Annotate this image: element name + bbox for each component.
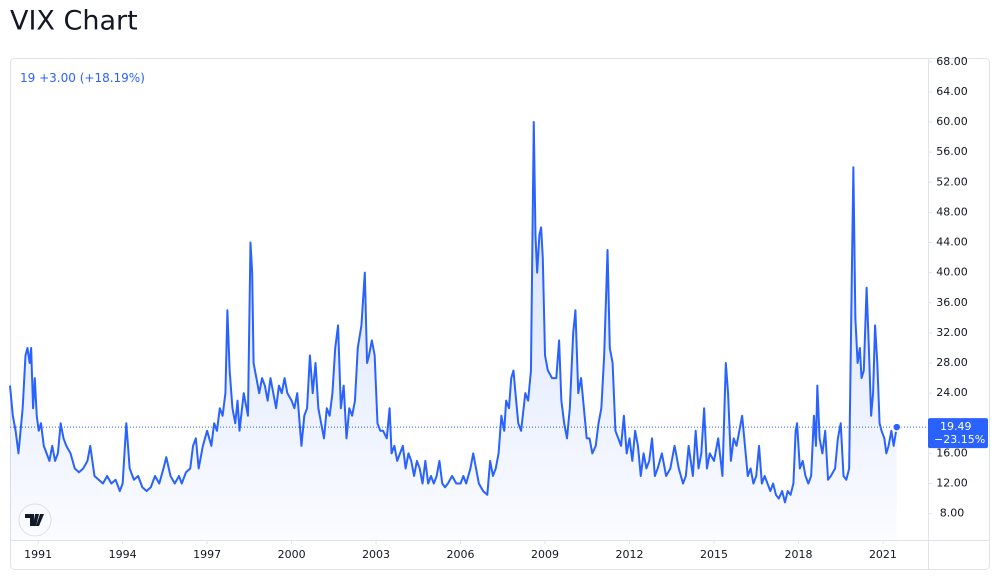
y-tick-label: 56.00 [936,145,968,158]
y-tick-label: 48.00 [936,205,968,218]
x-tick-label: 2000 [278,548,306,561]
price-tag-change: −23.15% [934,433,985,446]
x-tick-label: 2018 [784,548,812,561]
x-tick-label: 2003 [362,548,390,561]
y-tick-label: 68.00 [936,55,968,68]
y-tick-label: 64.00 [936,85,968,98]
legend-last: 19 [20,71,35,85]
y-tick-label: 60.00 [936,115,968,128]
legend-change: +3.00 [39,71,76,85]
y-tick-label: 40.00 [936,266,968,279]
x-tick-label: 1994 [109,548,137,561]
y-tick-label: 16.00 [936,446,968,459]
chart-frame [10,58,990,570]
last-point [891,422,902,432]
x-tick-label: 1991 [24,548,52,561]
x-tick-label: 2015 [700,548,728,561]
x-tick-label: 2012 [616,548,644,561]
x-tick-label: 2009 [531,548,559,561]
y-tick-label: 12.00 [936,477,968,490]
x-tick-label: 2021 [869,548,897,561]
y-tick-label: 24.00 [936,386,968,399]
price-tag-value: 19.49 [940,420,972,433]
y-tick-label: 36.00 [936,296,968,309]
y-tick-label: 32.00 [936,326,968,339]
legend-change-pct: (+18.19%) [80,71,145,85]
area [10,122,897,541]
x-tick-label: 2006 [447,548,475,561]
y-tick-label: 28.00 [936,356,968,369]
chart-title: VIX Chart [10,6,138,37]
x-tick-label: 1997 [193,548,221,561]
price-tag [928,418,988,449]
y-tick-label: 8.00 [940,507,965,520]
legend-values: 19 +3.00 (+18.19%) [20,71,145,85]
line [9,121,898,504]
y-tick-label: 44.00 [936,236,968,249]
y-tick-label: 52.00 [936,175,968,188]
plot: 8.0012.0016.0020.0024.0028.0032.0036.004… [9,55,988,561]
